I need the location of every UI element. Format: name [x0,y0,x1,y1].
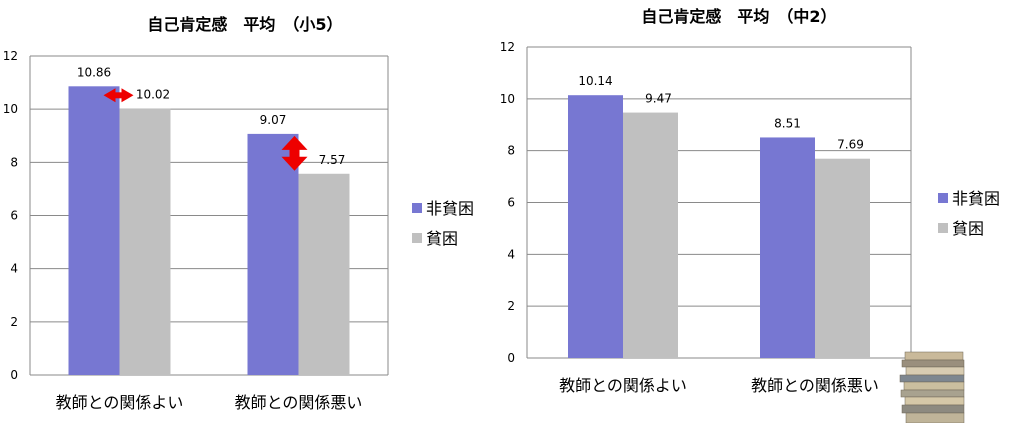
legend-swatch [412,203,422,213]
y-tick-label: 10 [500,92,515,106]
y-tick-label: 4 [10,262,18,276]
y-tick-label: 4 [507,247,515,261]
legend-label: 貧困 [426,229,458,248]
x-category-label: 教師との関係悪い [235,393,363,412]
book [901,404,965,414]
book [899,374,965,383]
data-label: 10.14 [578,74,612,88]
y-tick-label: 10 [3,102,18,116]
chart-junior-high-2: 自己肯定感 平均 （中2） 0 2 4 6 8 10 12 10.14 9.47 教師との関係よい 8… [500,7,1000,395]
y-tick-label: 0 [507,351,515,365]
decorations [899,351,965,424]
double-arrow-icon [113,92,124,99]
double-arrow-icon [281,135,308,150]
data-label: 9.07 [260,113,287,127]
book [904,396,965,406]
bar-non-poor [760,137,815,358]
book [901,359,965,368]
y-tick-label: 8 [10,155,18,169]
y-tick-label: 2 [10,315,18,329]
bar-poor [815,158,870,358]
bar-poor [298,173,350,375]
legend-label: 貧困 [952,219,984,238]
book [905,366,965,376]
bar-non-poor [568,95,623,358]
data-label: 10.86 [77,65,111,79]
bar-non-poor [68,86,120,376]
double-arrow-icon [289,147,300,159]
y-tick-label: 8 [507,144,515,158]
x-category-label: 教師との関係悪い [751,376,879,395]
bar-poor [623,112,678,358]
bar-non-poor [247,133,299,375]
y-tick-label: 6 [507,196,515,210]
y-tick-label: 2 [507,299,515,313]
legend-swatch [412,233,422,243]
double-arrow-icon [281,156,308,171]
x-category-label: 教師との関係よい [559,376,687,395]
book [903,381,965,391]
data-label: 9.47 [645,92,672,106]
chart-title: 自己肯定感 平均 （小5） [147,15,342,34]
x-category-label: 教師との関係よい [56,393,184,412]
chart-elementary-5: 自己肯定感 平均 （小5） 0 2 4 6 8 10 12 10.86 10.02 教師との関係よい… [3,15,474,412]
y-tick-label: 12 [500,40,515,54]
legend-label: 非貧困 [426,199,474,218]
data-label: 10.02 [136,88,170,102]
book [904,351,964,361]
legend-label: 非貧困 [952,189,1000,208]
y-tick-label: 12 [3,49,18,63]
bar-poor [119,108,171,375]
book [900,389,965,398]
y-tick-label: 6 [10,209,18,223]
book-stack-icon [899,351,965,424]
data-label: 7.69 [837,138,864,152]
chart-title: 自己肯定感 平均 （中2） [641,7,836,26]
double-arrow-icon [103,88,116,103]
legend-swatch [938,193,948,203]
book [905,412,965,424]
data-label: 8.51 [774,116,801,130]
legend-swatch [938,223,948,233]
data-label: 7.57 [319,153,346,167]
y-tick-label: 0 [10,368,18,382]
double-arrow-icon [121,88,134,103]
